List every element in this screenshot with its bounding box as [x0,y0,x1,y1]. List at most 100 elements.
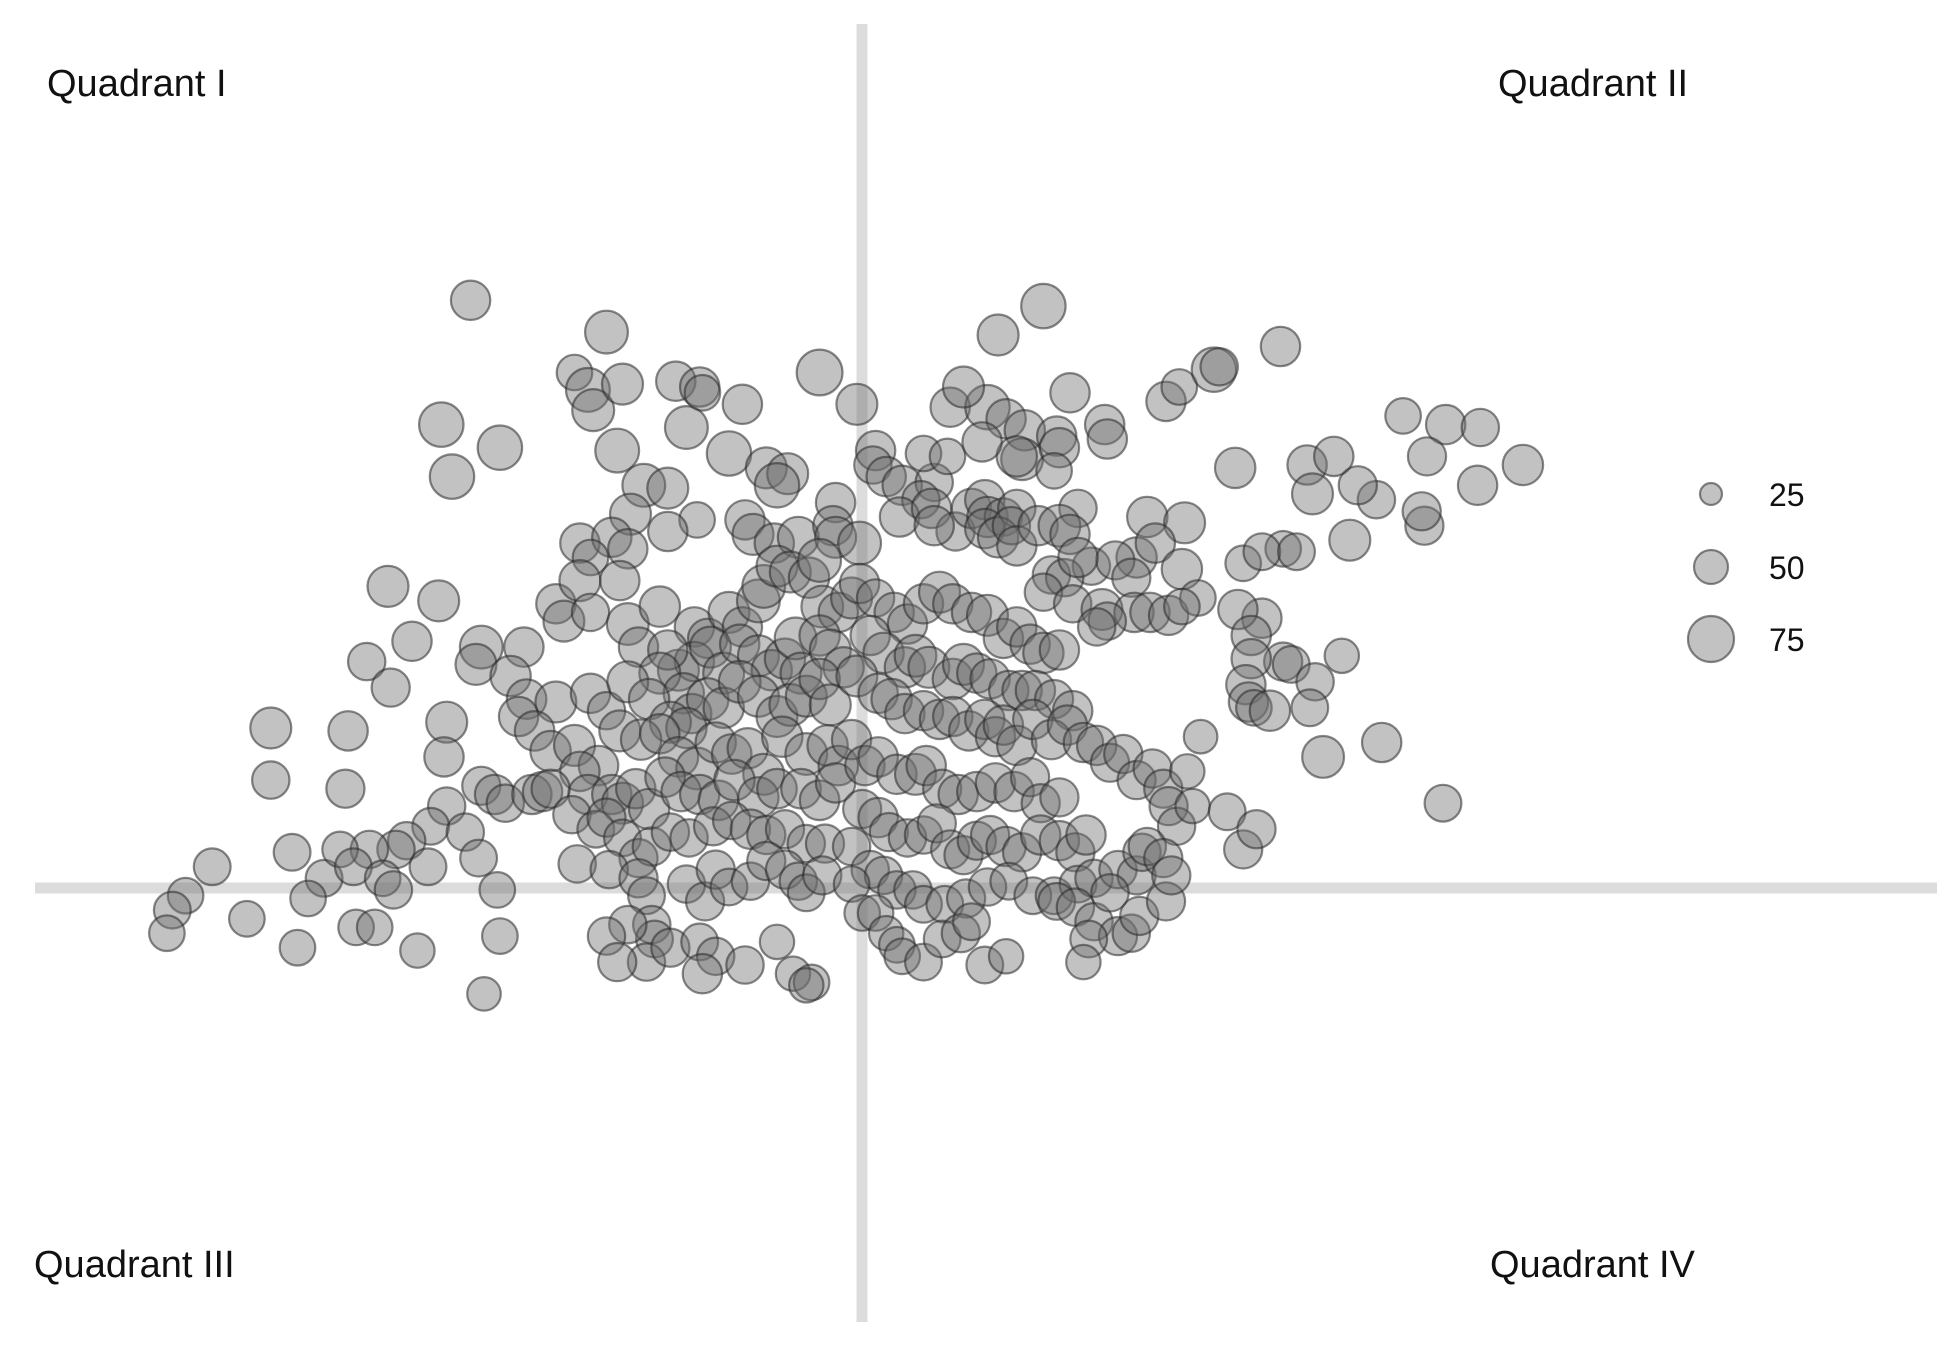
bubble-point-298 [1234,688,1273,727]
bubble-point-8 [683,373,722,412]
bubble-point-4 [571,388,616,433]
bubble-point-210 [725,945,765,985]
bubble-point-123 [325,768,366,809]
bubble-point-5 [600,362,645,406]
bubble-point-445 [1501,443,1545,487]
bubble-point-418 [1145,881,1187,922]
quadrant-label-top-left: Quadrant I [47,63,227,105]
bubble-point-44 [370,667,411,708]
legend-bubble-small [1698,481,1724,507]
bubble-point-209 [695,936,736,977]
bubble-point-158 [289,879,328,918]
bubble-point-447 [1384,397,1422,435]
bubble-point-415 [1097,915,1139,957]
bubble-point-435 [1264,529,1303,568]
bubble-point-368 [887,818,928,858]
bubble-point-140 [713,758,756,802]
bubble-point-101 [249,706,293,750]
bubble-point-295 [1230,637,1273,680]
bubble-point-49 [598,559,641,602]
bubble-point-439 [1328,518,1372,562]
bubble-point-273 [1071,546,1112,587]
quadrant-label-bottom-right: Quadrant IV [1490,1244,1696,1286]
bubble-point-390 [989,861,1029,901]
bubble-point-294 [1295,661,1335,702]
bubble-point-31 [731,512,775,557]
bubble-point-189 [557,844,598,884]
bubble-point-37 [366,564,410,609]
bubble-point-163 [166,876,205,915]
bubble-point-279 [1023,572,1064,613]
bubble-point-267 [1049,513,1091,556]
bubble-point-166 [227,899,266,938]
bubble-point-270 [1162,501,1207,545]
bubble-point-340 [1030,718,1073,761]
bubble-point-424 [1174,787,1211,825]
bubble-point-172 [466,976,502,1012]
bubble-point-443 [1337,465,1379,506]
bubble-point-162 [192,847,232,887]
bubble-point-207 [650,927,691,968]
bubble-point-441 [1401,491,1442,532]
bubble-point-173 [530,768,571,809]
bubble-point-116 [726,726,770,770]
bubble-point-205 [607,904,648,945]
bubble-point-271 [1134,522,1177,564]
bubble-point-296 [1225,663,1267,706]
bubble-point-9 [721,383,764,426]
bubble-point-247 [928,437,967,476]
bubble-point-30 [724,499,766,541]
bubble-point-391 [1013,876,1053,916]
bubble-point-429 [1248,689,1292,733]
bubble-point-161 [478,871,517,909]
bubble-point-411 [987,937,1025,975]
bubble-point-164 [152,890,192,930]
bubble-point-0 [449,279,492,322]
bubble-point-119 [784,731,829,776]
bubble-point-341 [830,718,873,761]
bubble-point-57 [741,563,787,609]
bubble-point-76 [808,628,852,672]
bubble-point-46 [542,599,586,643]
bubble-point-213 [792,963,831,1002]
bubble-point-440 [1404,505,1445,546]
bubble-point-20 [621,462,667,508]
bubble-point-204 [802,855,843,896]
bubble-point-419 [1151,855,1192,896]
bubble-point-388 [945,878,987,919]
bubble-point-361 [1132,748,1173,789]
bubble-point-97 [606,660,650,704]
bubble-point-36 [837,520,883,566]
bubble-point-203 [786,873,826,913]
bubble-point-313 [849,614,892,657]
bubble-point-246 [904,434,943,473]
bubble-point-282 [1113,591,1155,634]
bubble-point-352 [1009,757,1051,798]
bubble-point-355 [1046,704,1089,746]
quadrant-label-bottom-left: Quadrant III [34,1244,235,1286]
bubble-point-1 [583,309,629,355]
bubble-point-245 [1086,418,1129,460]
bubble-point-244 [1058,488,1098,529]
size-legend: 25 50 75 [1686,477,1805,664]
bubble-point-208 [680,922,720,962]
bubble-point-338 [995,724,1038,767]
bubble-point-211 [758,923,796,961]
bubble-point-400 [832,865,871,903]
bubble-point-176 [586,797,627,838]
bubble-point-410 [965,945,1005,985]
bubble-point-312 [1038,629,1081,671]
bubble-point-306 [950,591,993,634]
bubble-point-39 [346,641,387,682]
bubble-point-160 [459,838,499,878]
bubble-point-427 [1236,809,1277,850]
bubble-series [147,279,1545,1012]
bubble-point-240 [1038,426,1081,469]
bubble-point-274 [1095,540,1136,581]
bubble-point-248 [961,421,1003,463]
bubble-point-449 [1406,436,1448,477]
bubble-point-252 [1049,371,1091,414]
bubble-point-28 [606,527,649,570]
bubble-point-214 [787,966,825,1004]
